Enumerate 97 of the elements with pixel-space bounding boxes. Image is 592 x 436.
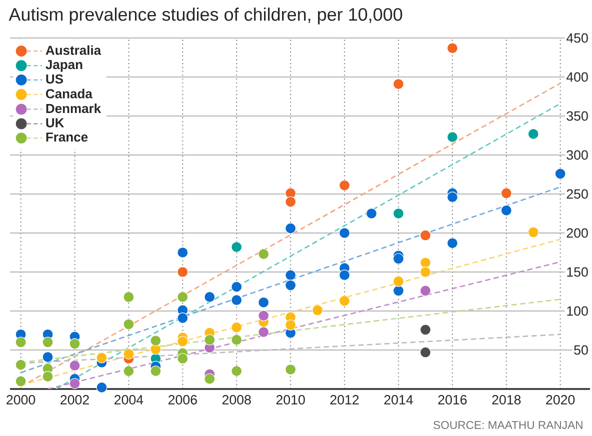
point — [312, 304, 324, 316]
point — [69, 338, 80, 350]
point — [123, 348, 134, 360]
point — [258, 248, 270, 260]
y-tick-label: 450 — [566, 33, 588, 43]
point — [150, 366, 162, 377]
point — [393, 208, 404, 219]
x-tick-label: 2010 — [276, 395, 305, 404]
point — [15, 376, 26, 387]
y-tick-label: 400 — [566, 72, 588, 82]
point — [339, 180, 350, 191]
point — [500, 188, 512, 199]
point — [554, 168, 566, 180]
point — [258, 310, 270, 322]
x-tick-label: 2012 — [330, 395, 359, 404]
point — [177, 247, 188, 258]
point — [123, 318, 134, 330]
y-tick-label: 250 — [566, 189, 588, 199]
point — [420, 346, 431, 358]
point — [123, 291, 134, 302]
point — [204, 373, 216, 384]
point — [231, 294, 242, 306]
point — [150, 335, 162, 346]
point — [339, 270, 350, 281]
point — [339, 228, 350, 238]
legend-label: Australia — [46, 45, 102, 55]
point — [258, 326, 270, 338]
point — [420, 230, 431, 241]
legend-label: UK — [46, 118, 64, 128]
point — [42, 336, 54, 348]
point — [446, 42, 458, 54]
point — [393, 78, 404, 90]
point — [231, 322, 242, 333]
point — [339, 295, 350, 306]
chart-title: Autism prevalence studies of children, per 10,000 — [8, 8, 402, 24]
point — [231, 366, 242, 377]
point — [500, 204, 512, 216]
x-tick-label: 2000 — [6, 395, 36, 404]
point — [528, 128, 539, 140]
point — [69, 378, 80, 390]
point — [69, 360, 80, 372]
x-tick-label: 2016 — [438, 395, 467, 404]
point — [420, 324, 431, 336]
point — [393, 253, 404, 264]
point — [42, 371, 54, 382]
point — [15, 359, 26, 370]
point — [204, 291, 216, 302]
point — [177, 336, 188, 347]
point — [96, 352, 108, 364]
x-tick-label: 2014 — [384, 395, 413, 404]
point — [177, 353, 188, 364]
point — [285, 222, 296, 234]
point — [285, 280, 296, 291]
legend-label: US — [46, 74, 63, 84]
source-note: SOURCE: MAATHU RANJAN — [434, 420, 582, 430]
point — [393, 276, 404, 287]
point — [420, 257, 431, 268]
point — [446, 238, 458, 249]
point — [177, 312, 188, 324]
point — [420, 285, 431, 296]
point — [231, 281, 242, 292]
legend-label: Canada — [46, 88, 92, 98]
x-tick-label: 2020 — [546, 395, 575, 404]
point — [446, 192, 458, 203]
point — [42, 352, 54, 362]
point — [420, 266, 431, 278]
point — [258, 296, 270, 308]
x-tick-label: 2018 — [492, 395, 521, 404]
x-tick-label: 2008 — [222, 395, 251, 404]
legend-label: Denmark — [46, 104, 102, 114]
point — [446, 132, 458, 143]
point — [96, 382, 108, 393]
legend-label: France — [46, 132, 88, 142]
point — [231, 242, 242, 253]
y-tick-label: 200 — [566, 228, 588, 238]
point — [231, 334, 242, 346]
point — [528, 226, 539, 238]
point — [15, 336, 26, 348]
point — [285, 196, 296, 208]
point — [366, 208, 377, 219]
x-tick-label: 2004 — [114, 395, 144, 404]
y-tick-label: 350 — [566, 111, 588, 121]
point — [285, 320, 296, 331]
point — [285, 270, 296, 281]
y-tick-label: 300 — [566, 150, 588, 160]
point — [285, 364, 296, 375]
legend-label: Japan — [46, 60, 82, 72]
y-tick-label: 50 — [574, 345, 588, 355]
point — [177, 266, 188, 278]
y-tick-label: 150 — [567, 267, 588, 277]
point — [177, 291, 188, 302]
point — [123, 366, 134, 377]
x-tick-label: 2002 — [60, 395, 89, 404]
point — [204, 334, 216, 346]
x-tick-label: 2006 — [168, 395, 197, 404]
point — [393, 285, 404, 296]
y-tick-label: 100 — [567, 306, 588, 316]
